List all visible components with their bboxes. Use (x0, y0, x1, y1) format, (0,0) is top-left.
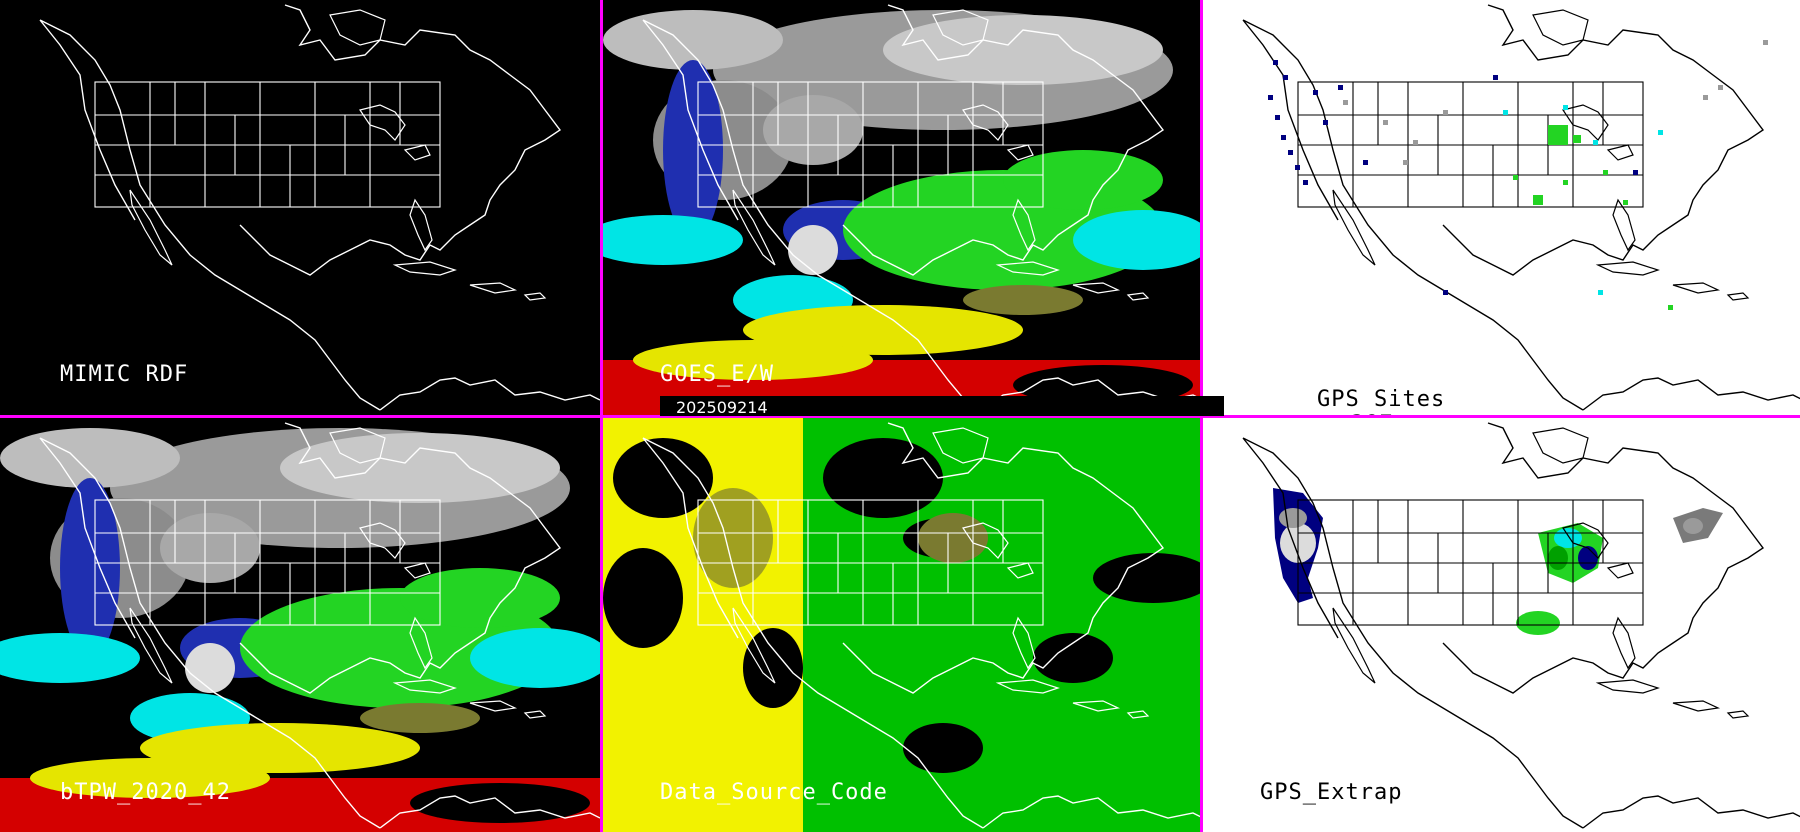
panel-label-mimic-rdf: MIMIC RDF (60, 362, 189, 387)
map-goes-ew (603, 0, 1200, 415)
panel-label-gps-sites: GPS Sites 387 (1260, 362, 1445, 415)
gps-sites-title: GPS Sites (1316, 387, 1446, 412)
panel-label-gps-extrap: GPS_Extrap (1260, 780, 1403, 805)
panel-label-btpw: bTPW_2020_42 (60, 780, 231, 805)
timestamp-bar (660, 396, 1224, 416)
panel-gps-extrap: GPS_Extrap (1203, 418, 1800, 832)
panel-label-data-source-code: Data_Source_Code (660, 780, 888, 805)
panel-mimic-rdf: MIMIC RDF (0, 0, 600, 415)
divider-horizontal (0, 415, 1800, 418)
gps-sites-count: 387 (1351, 412, 1394, 415)
gps-site-markers (1268, 40, 1768, 310)
panel-label-goes-ew: GOES_E/W (660, 362, 774, 387)
timestamp-label: 202509214 (676, 398, 768, 417)
panel-goes-ew: GOES_E/W (603, 0, 1200, 415)
map-gps-sites (1242, 4, 1800, 411)
panel-data-source-code: Data_Source_Code (603, 418, 1200, 832)
map-btpw (0, 418, 600, 832)
map-mimic-rdf (39, 4, 600, 411)
panel-btpw: bTPW_2020_42 (0, 418, 600, 832)
panel-gps-sites: GPS Sites 387 (1203, 0, 1800, 415)
map-gps-extrap (1242, 422, 1800, 829)
map-data-source-code (603, 418, 1200, 832)
